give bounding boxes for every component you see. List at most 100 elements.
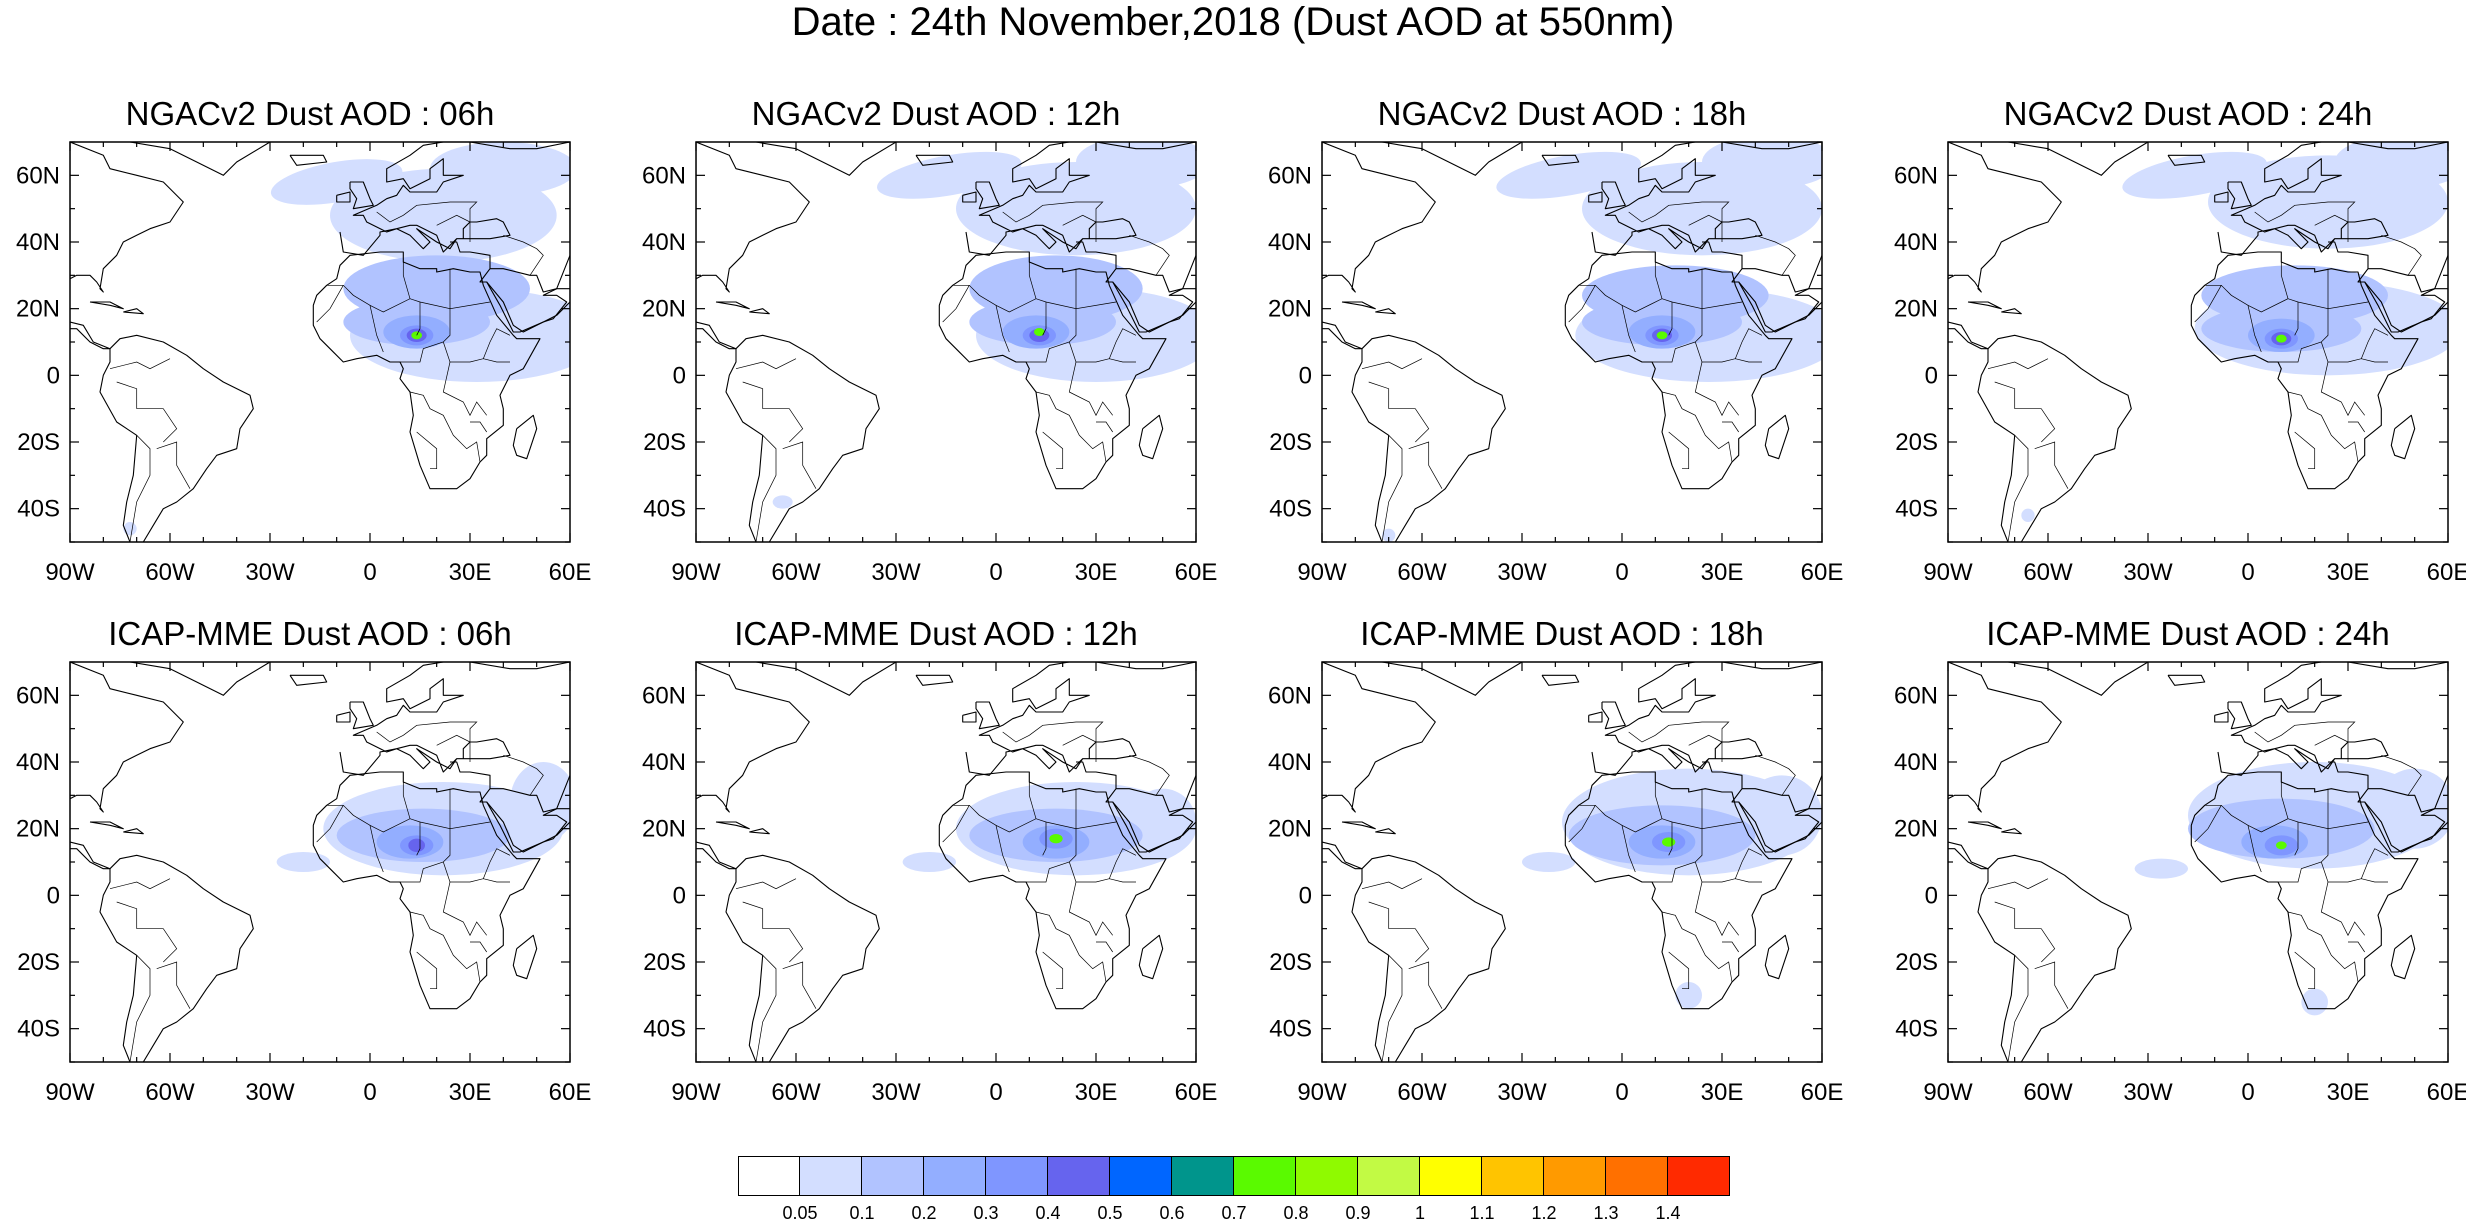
lon-tick-label: 60W bbox=[1397, 559, 1447, 586]
border-line bbox=[1994, 901, 2016, 929]
colorbar-swatch bbox=[1110, 1156, 1172, 1196]
border-line bbox=[1994, 381, 2016, 409]
coastline bbox=[512, 934, 538, 980]
lon-tick-label: 30E bbox=[1075, 559, 1118, 586]
border-line bbox=[1062, 734, 1097, 746]
aod-contour bbox=[2122, 151, 2267, 199]
lat-tick-label: 0 bbox=[673, 362, 686, 389]
border-line bbox=[109, 878, 171, 890]
coastline bbox=[1341, 301, 1376, 310]
border-line bbox=[369, 825, 384, 873]
aod-contour bbox=[2276, 334, 2287, 343]
border-line bbox=[1388, 408, 1430, 443]
border-line bbox=[2280, 782, 2289, 819]
dust-aod-map: 90W 60W 30W 0 30E 60E 60N 40N 20N 0 20S 40S bbox=[642, 661, 1217, 1106]
border-line bbox=[316, 285, 344, 323]
lat-tick-label: 20N bbox=[1894, 296, 1938, 323]
lon-tick-label: 60W bbox=[771, 1079, 821, 1106]
lon-tick-label: 90W bbox=[1923, 559, 1973, 586]
lat-tick-label: 60N bbox=[1268, 162, 1312, 189]
border-line bbox=[1368, 381, 1390, 409]
coastline bbox=[70, 662, 184, 813]
coastline bbox=[2390, 934, 2416, 980]
border-line bbox=[442, 341, 510, 363]
colorbar-swatch bbox=[1482, 1156, 1544, 1196]
coastline bbox=[1967, 821, 2002, 830]
coastline bbox=[2167, 154, 2206, 166]
dust-aod-map: 90W 60W 30W 0 30E 60E 60N 40N 20N 0 20S 40S bbox=[1268, 141, 1843, 586]
lat-tick-label: 60N bbox=[1894, 162, 1938, 189]
colorbar-label: 0.5 bbox=[1097, 1203, 1123, 1223]
map-area bbox=[696, 662, 1196, 1062]
border-line bbox=[503, 754, 544, 796]
coastline bbox=[70, 841, 254, 1062]
lon-tick-label: 30W bbox=[245, 1079, 295, 1106]
coastline bbox=[1601, 701, 1626, 730]
coastline bbox=[1375, 308, 1396, 315]
border-line bbox=[109, 358, 171, 370]
border-line bbox=[136, 928, 178, 963]
lat-tick-label: 60N bbox=[16, 162, 60, 189]
panel-title: ICAP-MME Dust AOD : 24h bbox=[1986, 615, 2390, 652]
lon-tick-label: 60W bbox=[771, 559, 821, 586]
coastlines bbox=[1322, 662, 1822, 1062]
lat-tick-label: 40N bbox=[1268, 749, 1312, 776]
border-line bbox=[1668, 951, 1690, 990]
border-line bbox=[2348, 941, 2365, 953]
border-line bbox=[1096, 941, 1113, 953]
border-line bbox=[2254, 721, 2356, 762]
lat-tick-label: 40N bbox=[642, 749, 686, 776]
border-line bbox=[1408, 961, 1443, 1009]
aod-contour bbox=[2334, 142, 2448, 189]
aod-contour bbox=[1656, 331, 1668, 340]
border-line bbox=[1108, 328, 1137, 359]
aod-contour bbox=[408, 838, 425, 852]
dust-aod-map: 90W 60W 30W 0 30E 60E 60N 40N 20N 0 20S 40S bbox=[1268, 661, 1843, 1106]
coastline bbox=[1738, 788, 1822, 853]
aod-contour bbox=[270, 159, 403, 205]
border-line bbox=[470, 421, 487, 433]
colorbar-swatch bbox=[738, 1156, 800, 1196]
border-line bbox=[1075, 788, 1117, 830]
coastline bbox=[2214, 191, 2229, 203]
coastline bbox=[2217, 662, 2448, 853]
border-line bbox=[1096, 421, 1113, 433]
aod-shading bbox=[1382, 142, 1822, 542]
aod-contour bbox=[411, 331, 422, 340]
border-line bbox=[2254, 201, 2356, 242]
aod-contour bbox=[1049, 834, 1063, 844]
border-line bbox=[2287, 911, 2359, 983]
border-line bbox=[1688, 214, 1723, 226]
colorbar-swatch bbox=[1048, 1156, 1110, 1196]
coastline bbox=[2227, 701, 2252, 730]
lat-tick-label: 0 bbox=[47, 362, 60, 389]
border-line bbox=[2294, 822, 2299, 856]
border-line bbox=[1987, 358, 2049, 370]
coastline bbox=[1112, 268, 1196, 333]
border-line bbox=[2320, 881, 2365, 937]
coastline bbox=[965, 142, 1196, 333]
dust-aod-map: 90W 60W 30W 0 30E 60E 60N 40N 20N 0 20S 40S bbox=[1894, 661, 2466, 1106]
colorbar-swatch bbox=[1606, 1156, 1668, 1196]
aod-colorbar: 0.05 0.1 0.2 0.3 0.4 0.5 0.6 0.7 0.8 0.9 1 1.1 1.2 1.… bbox=[738, 1156, 1730, 1223]
coastline bbox=[123, 308, 144, 315]
colorbar-swatch bbox=[1358, 1156, 1420, 1196]
border-line bbox=[2014, 928, 2056, 963]
border-line bbox=[942, 285, 970, 323]
border-line bbox=[416, 951, 438, 990]
lat-tick-label: 60N bbox=[642, 162, 686, 189]
border-line bbox=[442, 881, 487, 937]
aod-contour bbox=[902, 852, 956, 872]
coastline bbox=[349, 701, 374, 730]
border-line bbox=[942, 805, 970, 843]
coastline bbox=[336, 191, 351, 203]
coastline bbox=[2001, 308, 2022, 315]
coastline bbox=[339, 142, 570, 333]
coastline bbox=[1381, 142, 1523, 176]
coastline bbox=[1322, 662, 1436, 813]
border-line bbox=[1688, 734, 1723, 746]
map-panel: NGACv2 Dust AOD : 18h 90W 60W 30W 0 30E 60E 60N… bbox=[1252, 96, 1872, 622]
coastline bbox=[2190, 251, 2419, 490]
map-panel: ICAP-MME Dust AOD : 18h 90W 60W 30W 0 30E 60E 6… bbox=[1252, 616, 1872, 1142]
lat-tick-label: 60N bbox=[1268, 682, 1312, 709]
